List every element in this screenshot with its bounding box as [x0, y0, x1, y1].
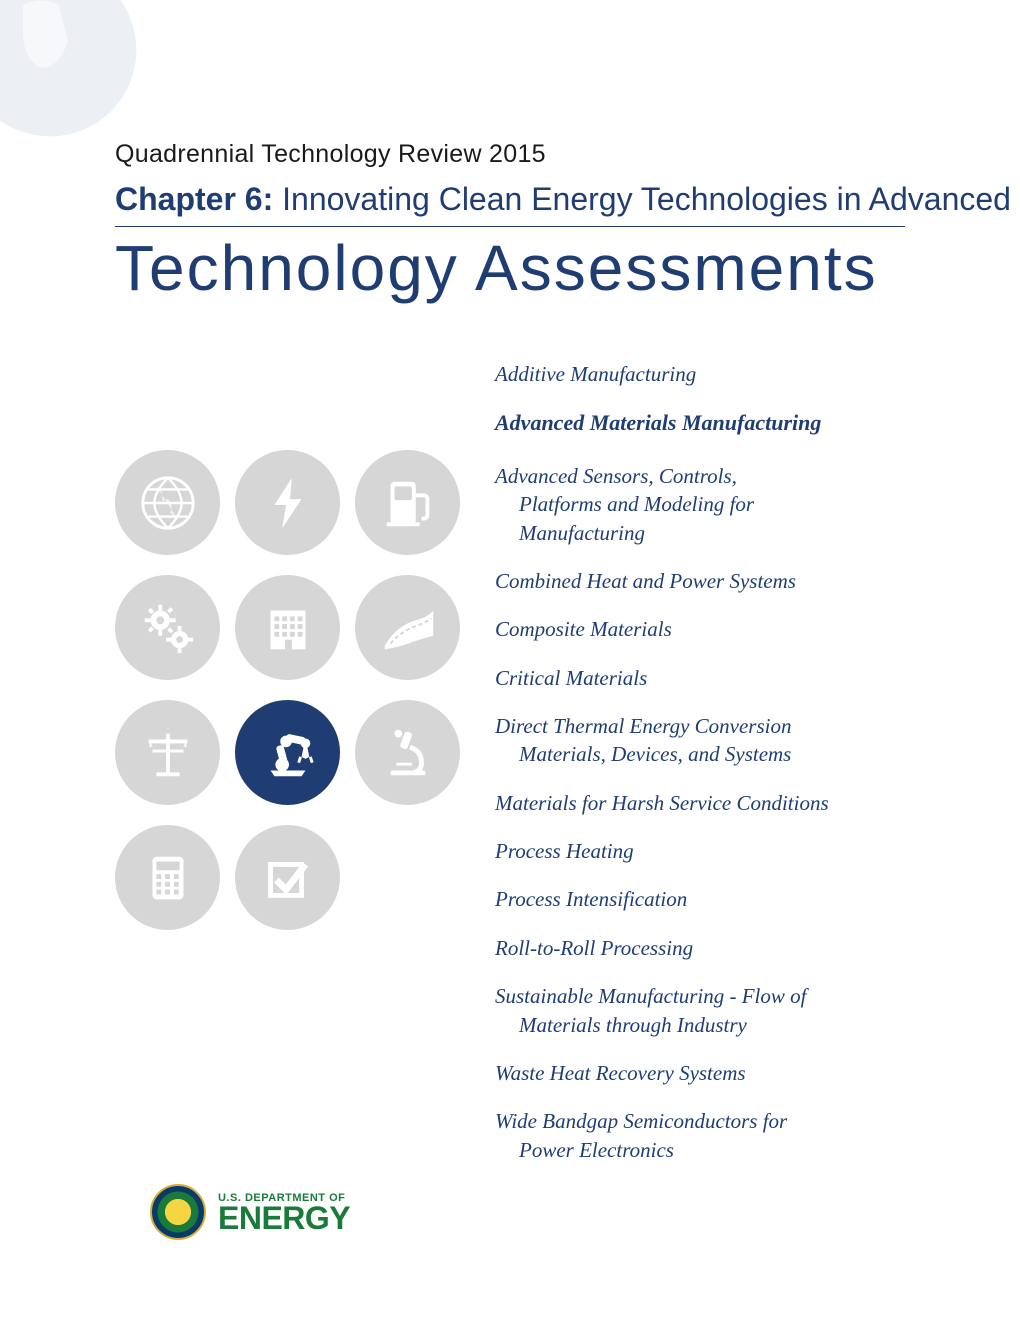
topic-item: Wide Bandgap Semiconductors forPower Ele… — [495, 1107, 905, 1164]
topic-item: Process Heating — [495, 837, 905, 865]
topic-item: Sustainable Manufacturing - Flow ofMater… — [495, 982, 905, 1039]
topic-indent-line: Power Electronics — [495, 1136, 905, 1164]
topics-list: Additive Manufacturing Advanced Materials… — [475, 360, 905, 1184]
topic-item: Composite Materials — [495, 615, 905, 643]
microscope-icon — [355, 700, 460, 805]
topic-indent-line: Manufacturing — [495, 519, 905, 547]
logo-text: U.S. DEPARTMENT OF ENERGY — [218, 1192, 350, 1233]
topic-item: Additive Manufacturing — [495, 360, 905, 388]
chapter-line: Chapter 6: Innovating Clean Energy Techn… — [115, 181, 905, 218]
power-line-icon — [115, 700, 220, 805]
globe-icon — [115, 450, 220, 555]
gears-icon — [115, 575, 220, 680]
main-title: Technology Assessments — [115, 231, 905, 305]
topic-indent-line: Platforms and Modeling for — [495, 490, 905, 518]
chapter-label: Chapter 6: — [115, 181, 273, 217]
fuel-pump-icon — [355, 450, 460, 555]
doe-logo: U.S. DEPARTMENT OF ENERGY — [150, 1184, 350, 1240]
topic-item: Materials for Harsh Service Conditions — [495, 789, 905, 817]
lightning-icon — [235, 450, 340, 555]
topic-indent-line: Materials, Devices, and Systems — [495, 740, 905, 768]
topic-item: Direct Thermal Energy ConversionMaterial… — [495, 712, 905, 769]
topic-item: Advanced Materials Manufacturing — [495, 408, 905, 438]
chapter-desc: Innovating Clean Energy Technologies in … — [273, 181, 1020, 217]
topic-indent-line: Materials through Industry — [495, 1011, 905, 1039]
checkbox-icon — [235, 825, 340, 930]
review-title: Quadrennial Technology Review 2015 — [115, 140, 905, 169]
building-icon — [235, 575, 340, 680]
watermark-seal — [0, 0, 140, 140]
content-area: Additive Manufacturing Advanced Materials… — [115, 360, 905, 1184]
divider-line — [115, 226, 905, 227]
topic-item: Waste Heat Recovery Systems — [495, 1059, 905, 1087]
calculator-icon — [115, 825, 220, 930]
topic-item: Combined Heat and Power Systems — [495, 567, 905, 595]
robot-arm-icon — [235, 700, 340, 805]
header-section: Quadrennial Technology Review 2015 Chapt… — [115, 140, 905, 305]
road-icon — [355, 575, 460, 680]
logo-energy-text: ENERGY — [218, 1204, 350, 1233]
topic-item: Roll-to-Roll Processing — [495, 934, 905, 962]
icon-grid — [115, 360, 475, 1184]
topic-item: Critical Materials — [495, 664, 905, 692]
topic-item: Advanced Sensors, Controls,Platforms and… — [495, 462, 905, 547]
topic-item: Process Intensification — [495, 885, 905, 913]
doe-seal-icon — [150, 1184, 206, 1240]
